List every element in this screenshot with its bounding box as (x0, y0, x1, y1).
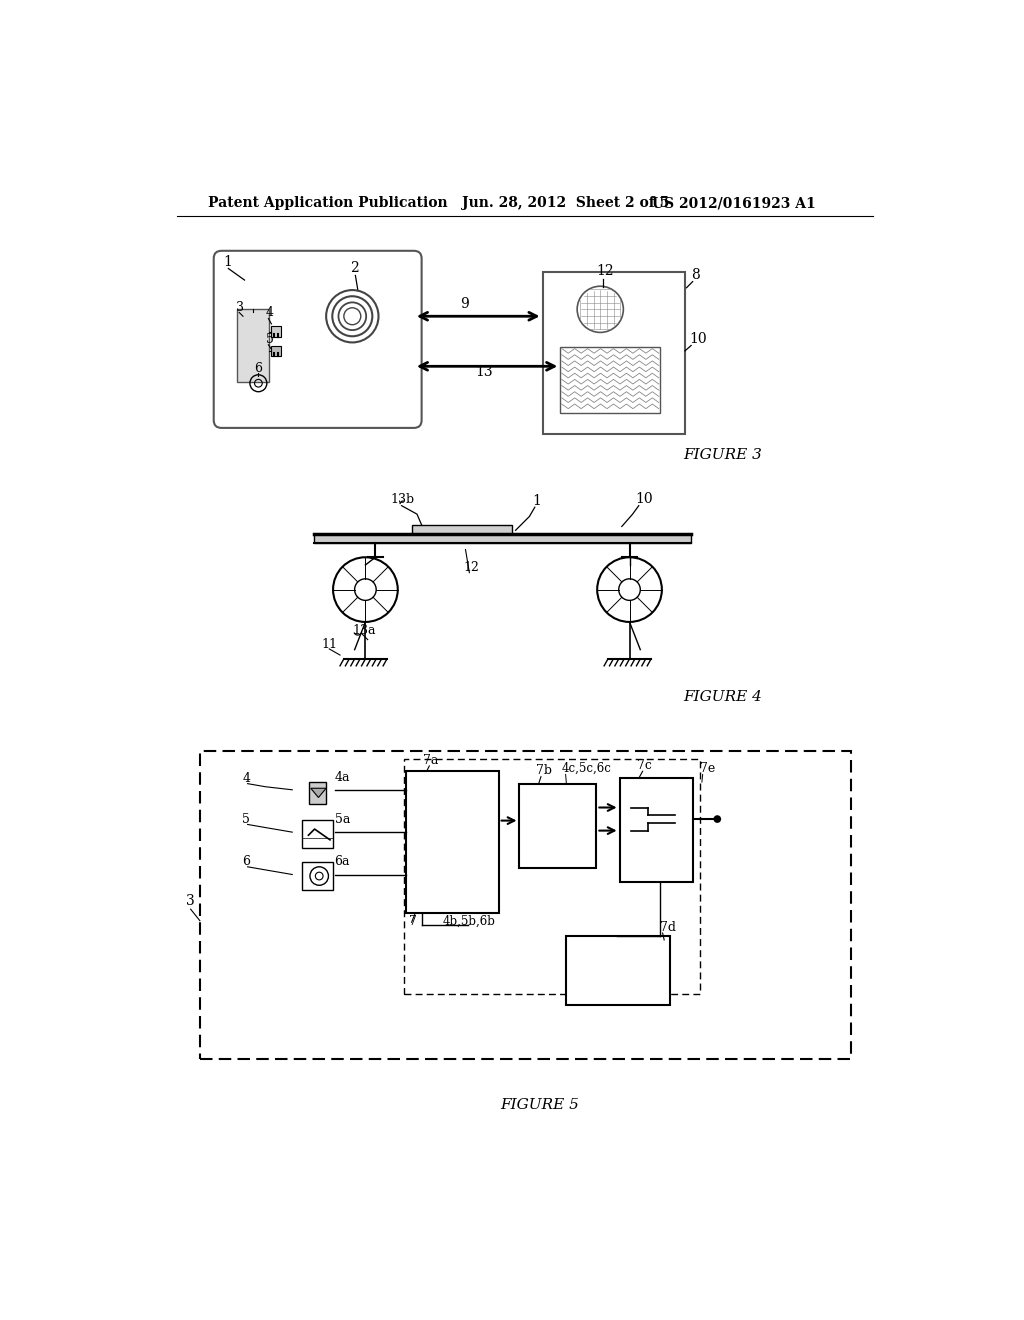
Text: 7: 7 (410, 915, 417, 928)
Text: 13a: 13a (352, 624, 376, 638)
Text: 3: 3 (186, 895, 195, 908)
Bar (620, 779, 692, 882)
Bar (412, 525, 512, 535)
Text: 5: 5 (243, 813, 250, 826)
Text: 7c: 7c (637, 759, 652, 772)
Text: 10: 10 (636, 492, 653, 507)
Text: 7b: 7b (537, 764, 552, 777)
Text: 1: 1 (223, 255, 231, 269)
Text: 4a: 4a (335, 771, 350, 784)
Text: 11: 11 (322, 638, 338, 651)
Text: 4b,5b,6b: 4b,5b,6b (442, 915, 496, 928)
Bar (403, 759, 700, 994)
Circle shape (714, 816, 721, 822)
Text: US 2012/0161923 A1: US 2012/0161923 A1 (652, 197, 816, 210)
Bar (565, 936, 670, 1006)
Bar (313, 535, 691, 544)
Bar (270, 346, 282, 356)
Bar (302, 820, 333, 847)
Bar (270, 326, 282, 337)
Text: FIGURE 3: FIGURE 3 (683, 447, 762, 462)
Bar (407, 771, 499, 913)
Text: 4: 4 (243, 772, 250, 785)
Text: 7e: 7e (700, 762, 716, 775)
Text: 12: 12 (596, 264, 614, 279)
Text: 6a: 6a (335, 855, 350, 869)
Text: 10: 10 (689, 333, 708, 346)
Bar (237, 309, 269, 381)
Text: Jun. 28, 2012  Sheet 2 of 5: Jun. 28, 2012 Sheet 2 of 5 (462, 197, 669, 210)
Text: 13: 13 (475, 364, 494, 379)
Text: FIGURE 4: FIGURE 4 (683, 690, 762, 705)
Text: 3: 3 (237, 301, 244, 314)
Text: FIGURE 5: FIGURE 5 (500, 1098, 579, 1113)
Text: 5: 5 (266, 333, 274, 346)
Text: 8: 8 (691, 268, 699, 281)
Text: Patent Application Publication: Patent Application Publication (208, 197, 447, 210)
Text: 6: 6 (255, 362, 262, 375)
Text: 2: 2 (350, 261, 358, 276)
Text: 4: 4 (266, 306, 274, 319)
Text: 4c,5c,6c: 4c,5c,6c (562, 762, 611, 775)
Text: 12: 12 (463, 561, 479, 574)
Text: 6: 6 (243, 855, 250, 869)
Text: 7d: 7d (660, 921, 676, 935)
Bar (560, 347, 660, 412)
FancyBboxPatch shape (214, 251, 422, 428)
Text: 1: 1 (532, 494, 542, 508)
Polygon shape (310, 788, 326, 797)
Bar (200, 751, 851, 1059)
Bar (302, 862, 333, 890)
Bar (309, 781, 326, 804)
Text: 13b: 13b (390, 494, 414, 507)
Bar (543, 272, 685, 434)
Text: 7a: 7a (423, 755, 438, 767)
Text: 9: 9 (460, 297, 469, 310)
Bar (519, 784, 596, 869)
Text: 5a: 5a (335, 813, 350, 826)
